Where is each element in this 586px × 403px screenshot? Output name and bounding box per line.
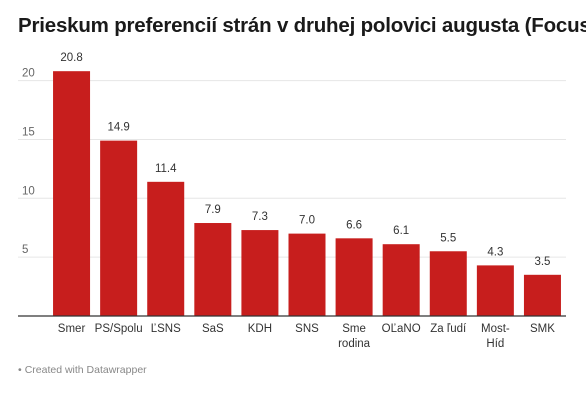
category-label: KDH	[248, 323, 272, 335]
category-label: SMK	[530, 323, 555, 335]
bar	[335, 238, 373, 316]
category-label-line: PS/Spolu	[95, 323, 143, 335]
category-label-line: Smer	[58, 323, 86, 335]
category-label-line: KDH	[248, 323, 272, 335]
value-label: 3.5	[534, 256, 550, 268]
footer-bullet: •	[18, 364, 22, 376]
value-label: 6.1	[393, 225, 409, 237]
value-label: 7.9	[205, 204, 221, 216]
bar	[523, 274, 561, 316]
category-label-line: rodina	[338, 338, 371, 350]
value-label: 6.6	[346, 219, 362, 231]
value-label: 20.8	[60, 52, 82, 64]
bar	[429, 251, 467, 316]
bar	[288, 233, 326, 316]
category-label: SNS	[295, 323, 319, 335]
category-label: OĽaNO	[382, 323, 421, 335]
bar	[53, 71, 91, 317]
category-label-line: Za ľudí	[430, 323, 467, 335]
category-label-line: Sme	[342, 323, 366, 335]
y-tick-label: 20	[22, 68, 35, 80]
bar	[194, 223, 232, 316]
value-label: 5.5	[440, 232, 456, 244]
category-label-line: Most-	[481, 323, 510, 335]
value-labels: 20.8 14.9 11.4 7.9 7.3 7.0 6.6 6.1 5.5 4.3 3.5	[60, 52, 550, 268]
category-label-line: OĽaNO	[382, 323, 421, 335]
category-label-line: SNS	[295, 323, 319, 335]
chart-title: Prieskum preferencií strán v druhej polo…	[18, 14, 586, 37]
category-label: Smer	[58, 323, 86, 335]
value-label: 11.4	[155, 163, 177, 175]
bar	[100, 140, 138, 316]
category-label-line: ĽSNS	[151, 323, 181, 335]
category-label-line: Híd	[486, 338, 504, 350]
category-label: Most- Híd	[481, 323, 510, 350]
category-label-line: SaS	[202, 323, 224, 335]
bar	[382, 244, 420, 316]
category-label: SaS	[202, 323, 224, 335]
bars	[53, 71, 561, 317]
footer-credit: • Created with Datawrapper	[18, 364, 147, 376]
category-label-line: SMK	[530, 323, 555, 335]
bar	[147, 181, 185, 316]
category-label: Za ľudí	[430, 323, 467, 335]
value-label: 14.9	[107, 122, 129, 134]
bar	[241, 230, 279, 316]
footer-text: Created with Datawrapper	[24, 364, 147, 376]
bar	[476, 265, 514, 316]
value-label: 7.0	[299, 215, 315, 227]
category-labels: Smer PS/Spolu ĽSNS SaS KDH SNS Sme rodina OĽaNO Z…	[58, 323, 555, 350]
value-label: 7.3	[252, 211, 268, 223]
value-label: 4.3	[487, 246, 503, 258]
y-tick-label: 5	[22, 244, 28, 256]
category-label: PS/Spolu	[95, 323, 143, 335]
category-label: ĽSNS	[151, 323, 181, 335]
y-tick-label: 15	[22, 126, 35, 138]
y-tick-label: 10	[22, 185, 35, 197]
category-label: Sme rodina	[338, 323, 371, 350]
